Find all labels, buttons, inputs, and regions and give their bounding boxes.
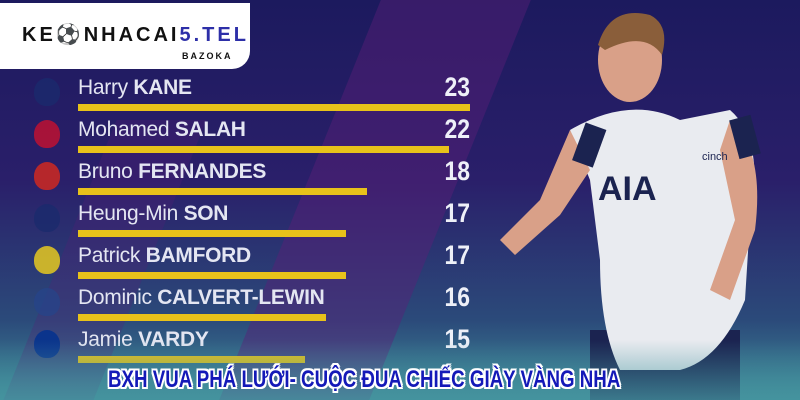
last-name: SALAH <box>174 118 246 141</box>
goal-count: 18 <box>444 156 470 186</box>
logo-mid: NHACAI <box>83 24 180 46</box>
first-name: Patrick <box>78 244 141 267</box>
bottom-fade <box>0 340 800 400</box>
player-name: Heung-Min SON <box>78 202 228 226</box>
site-logo[interactable]: KE⚽NHACAI5.TEL BAZOKA <box>0 3 250 69</box>
first-name: Mohamed <box>78 118 170 141</box>
goal-count: 23 <box>444 72 470 102</box>
goal-bar <box>78 230 346 237</box>
club-badge-icon <box>34 246 60 274</box>
scorer-row: Dominic CALVERT-LEWIN 16 <box>0 282 480 324</box>
club-badge-icon <box>34 288 60 316</box>
club-badge-icon <box>34 204 60 232</box>
last-name: KANE <box>133 76 192 99</box>
goal-bar <box>78 188 367 195</box>
ball-icon: ⚽ <box>55 24 84 46</box>
scorer-row: Harry KANE 23 <box>0 72 480 114</box>
club-badge-icon <box>34 120 60 148</box>
last-name: FERNANDES <box>138 160 267 183</box>
scorer-row: Patrick BAMFORD 17 <box>0 240 480 282</box>
player-name: Dominic CALVERT-LEWIN <box>78 286 325 310</box>
club-badge-icon <box>34 78 60 106</box>
goal-count: 17 <box>444 240 470 270</box>
caption: BXH VUA PHÁ LƯỚI- CUỘC ĐUA CHIẾC GIÀY VÀ… <box>108 366 621 393</box>
club-badge-icon <box>34 162 60 190</box>
sponsor-text: AIA <box>598 170 657 208</box>
kit-brand-text: cinch <box>702 151 728 163</box>
player-name: Mohamed SALAH <box>78 118 246 142</box>
goal-bar <box>78 104 470 111</box>
first-name: Heung-Min <box>78 202 179 225</box>
goal-bar <box>78 272 346 279</box>
first-name: Dominic <box>78 286 152 309</box>
goal-count: 16 <box>444 282 470 312</box>
player-name: Patrick BAMFORD <box>78 244 251 268</box>
goal-bar <box>78 146 449 153</box>
last-name: CALVERT-LEWIN <box>157 286 325 309</box>
first-name: Harry <box>78 76 128 99</box>
goal-bar <box>78 314 326 321</box>
logo-sub: BAZOKA <box>182 51 233 61</box>
last-name: SON <box>183 202 229 225</box>
goal-count: 22 <box>444 114 470 144</box>
scorer-row: Bruno FERNANDES 18 <box>0 156 480 198</box>
goal-count: 17 <box>444 198 470 228</box>
first-name: Bruno <box>78 160 133 183</box>
last-name: BAMFORD <box>145 244 252 267</box>
logo-suffix: 5.TEL <box>179 24 249 46</box>
scorer-row: Mohamed SALAH 22 <box>0 114 480 156</box>
player-name: Harry KANE <box>78 76 192 100</box>
player-name: Bruno FERNANDES <box>78 160 266 184</box>
logo-prefix: KE <box>22 24 56 46</box>
scorer-row: Heung-Min SON 17 <box>0 198 480 240</box>
